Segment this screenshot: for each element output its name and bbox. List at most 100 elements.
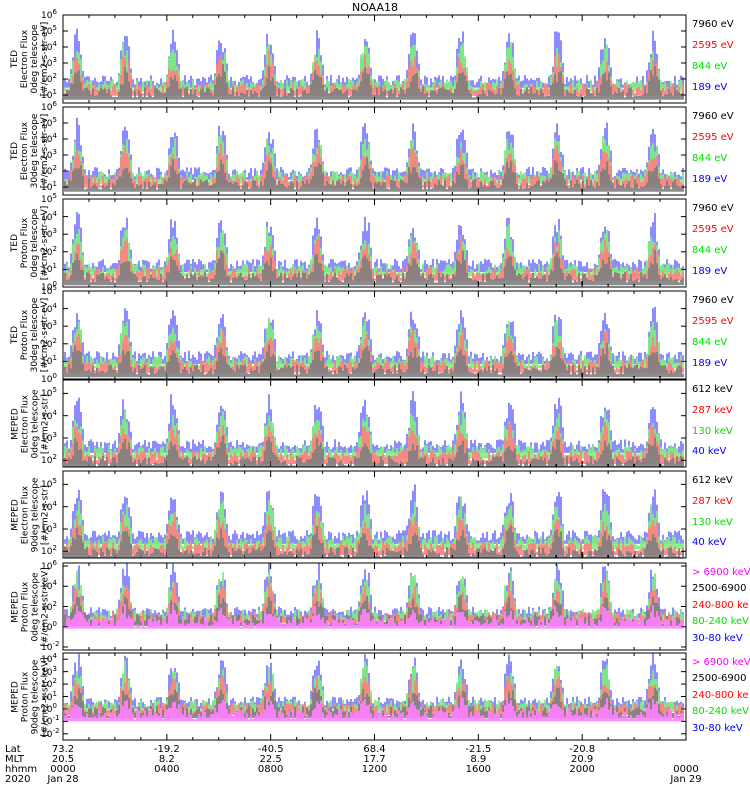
flux-trace bbox=[64, 28, 684, 88]
y-tick-label: 105 bbox=[41, 192, 57, 205]
y-axis-label: MEPED Electron Flux 90deg telescope [#/cm2-… bbox=[10, 471, 50, 558]
y-tick-label: 104 bbox=[41, 652, 57, 666]
y-axis-label-line: Electron Flux bbox=[20, 485, 30, 544]
y-axis-label-line: TED bbox=[10, 233, 20, 253]
y-tick-label: 100 bbox=[41, 619, 57, 633]
legend-entry: 40 keV bbox=[692, 537, 727, 549]
flux-trace bbox=[64, 223, 684, 277]
chart-title: NOAA18 bbox=[351, 1, 399, 14]
flux-trace bbox=[64, 570, 684, 621]
y-tick-label: 102 bbox=[41, 72, 57, 85]
y-tick-label: 101 bbox=[41, 88, 57, 101]
y-axis-label-line: 0deg telescope bbox=[30, 208, 40, 278]
legend-entry: 80-240 keV bbox=[692, 706, 750, 718]
x-tick-mlt: 8.9 bbox=[470, 754, 487, 765]
y-axis-label-line: [#/cm2-s-str-eV] bbox=[40, 113, 50, 189]
y-tick-label: 104 bbox=[41, 579, 57, 593]
x-tick-date: Jan 29 bbox=[670, 774, 702, 785]
y-tick-label: 103 bbox=[41, 56, 57, 69]
x-tick-date: Jan 28 bbox=[47, 774, 79, 785]
flux-trace bbox=[64, 484, 684, 544]
y-tick-label: 104 bbox=[41, 408, 57, 422]
panel-frame-7 bbox=[62, 562, 687, 651]
y-axis-label: TED Electron Flux 0deg telescope [#/cm2-s-s… bbox=[10, 15, 50, 103]
flux-trace bbox=[64, 525, 684, 558]
flux-trace bbox=[64, 653, 684, 709]
flux-trace bbox=[64, 306, 684, 364]
y-tick-label: 102 bbox=[41, 164, 57, 177]
y-tick-label: 105 bbox=[41, 24, 57, 37]
x-tick-lat: -19.2 bbox=[153, 744, 180, 755]
legend-entry: 240-800 ke bbox=[692, 689, 749, 701]
y-tick-label: 103 bbox=[41, 522, 57, 535]
x-row-label: 2020 bbox=[5, 774, 31, 785]
legend-entry: > 6900 keV bbox=[692, 657, 750, 668]
y-tick-label: 104 bbox=[41, 499, 57, 513]
y-axis-label-line: [#/cm2-s-str-eV] bbox=[40, 21, 50, 97]
legend-entry: 240-800 ke bbox=[692, 599, 749, 611]
legend-entry: 80-240 keV bbox=[692, 616, 750, 628]
y-axis-label: MEPED Proton Flux 90deg telescope [#/cm2-s-… bbox=[10, 653, 50, 740]
y-axis-label-line: Electron Flux bbox=[20, 29, 30, 89]
y-axis-label-line: 0deg telescope bbox=[30, 571, 40, 642]
flux-trace bbox=[64, 604, 684, 629]
x-tick-mlt: 8.2 bbox=[158, 754, 175, 765]
y-axis-label-line: MEPED bbox=[10, 407, 20, 440]
y-tick-label: 105 bbox=[41, 284, 57, 297]
x-row-label: MLT bbox=[5, 754, 24, 765]
x-tick-hhmm: 1600 bbox=[465, 764, 492, 775]
y-axis-label-line: Proton Flux bbox=[20, 309, 30, 361]
y-tick-label: 104 bbox=[41, 40, 57, 53]
y-tick-label: 10-1 bbox=[41, 714, 60, 728]
x-tick-lat: -21.5 bbox=[465, 744, 492, 755]
y-axis-label-line: 30deg telescope bbox=[30, 297, 40, 373]
x-tick-lat: -20.8 bbox=[569, 744, 596, 755]
y-tick-label: 101 bbox=[41, 262, 57, 276]
y-tick-label: 100 bbox=[41, 372, 57, 385]
y-axis-label: TED Proton Flux 30deg telescope [#/cm2-s-st… bbox=[10, 291, 50, 379]
x-tick-mlt: 22.5 bbox=[259, 754, 282, 765]
legend-entry: 2500-6900 bbox=[692, 673, 747, 685]
y-tick-label: 102 bbox=[41, 544, 57, 558]
legend-entry: 189 eV bbox=[692, 82, 728, 94]
legend-entry: 287 keV bbox=[692, 404, 733, 416]
y-axis-label-line: 30deg telescope bbox=[30, 113, 40, 189]
y-axis-label-line: [#/cm2-s-str-keV] bbox=[40, 656, 50, 737]
legend-entry: 2500-6900 bbox=[692, 583, 747, 595]
x-row-label: hhmm bbox=[5, 764, 38, 775]
flux-trace bbox=[64, 157, 684, 192]
flux-trace bbox=[64, 660, 684, 712]
y-tick-label: 100 bbox=[41, 280, 57, 293]
y-axis-label-line: MEPED bbox=[10, 680, 20, 713]
y-axis-label-line: TED bbox=[10, 141, 20, 161]
y-tick-label: 101 bbox=[41, 354, 57, 368]
y-tick-label: 105 bbox=[41, 386, 57, 400]
legend-entry: 2595 eV bbox=[692, 40, 734, 52]
flux-trace bbox=[64, 64, 684, 100]
flux-trace bbox=[64, 697, 684, 722]
legend-entry: 2595 eV bbox=[692, 132, 734, 144]
y-axis-label: MEPED Electron Flux 0deg telescope [#/cm2-s… bbox=[10, 380, 50, 467]
legend-entry: 7960 eV bbox=[692, 295, 734, 306]
y-axis-label-line: MEPED bbox=[10, 590, 20, 623]
y-tick-label: 10-2 bbox=[41, 726, 60, 740]
y-axis-label-line: TED bbox=[10, 325, 20, 345]
legend-entry: 7960 eV bbox=[692, 19, 734, 30]
flux-trace bbox=[64, 687, 684, 719]
y-axis-label-line: Proton Flux bbox=[20, 217, 30, 269]
flux-trace bbox=[64, 317, 684, 369]
y-tick-label: 105 bbox=[41, 477, 57, 491]
flux-trace bbox=[64, 422, 684, 465]
legend-entry: 287 keV bbox=[692, 495, 733, 507]
flux-trace bbox=[64, 135, 684, 184]
legend-entry: 30-80 keV bbox=[692, 632, 743, 644]
flux-trace bbox=[64, 328, 684, 373]
y-axis-label-line: 0deg telescope bbox=[30, 388, 40, 459]
x-tick-hhmm: 0000 bbox=[50, 764, 76, 775]
flux-trace bbox=[64, 675, 684, 715]
x-tick-hhmm: 0400 bbox=[154, 764, 180, 775]
x-tick-lat: 73.2 bbox=[51, 744, 75, 755]
y-tick-label: 106 bbox=[41, 559, 57, 573]
flux-trace bbox=[64, 42, 684, 92]
